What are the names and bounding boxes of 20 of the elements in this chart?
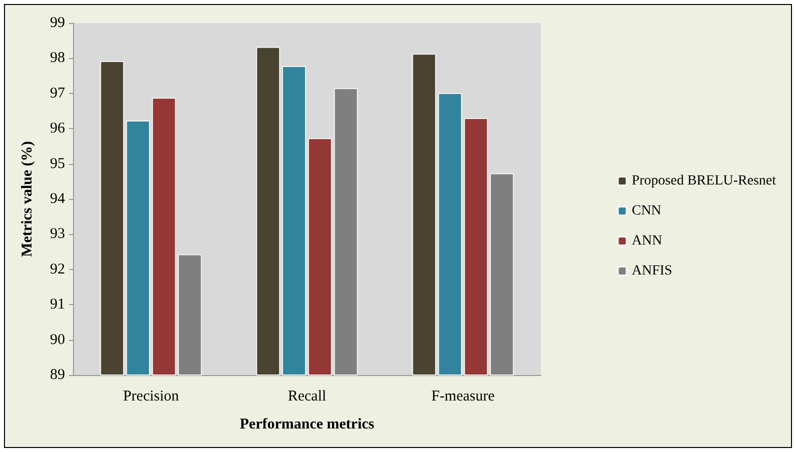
legend-label: ANN (632, 234, 662, 248)
legend-label: CNN (632, 204, 662, 218)
legend-label: Proposed BRELU-Resnet (632, 174, 776, 188)
y-tick-label: 94 (50, 191, 66, 207)
x-axis-title: Performance metrics (240, 416, 374, 432)
legend-label: ANFIS (632, 264, 672, 278)
y-axis-title: Metrics value (%) (20, 141, 36, 257)
y-tick-label: 90 (50, 332, 65, 348)
y-tick-label: 98 (50, 50, 65, 66)
y-tick-label: 91 (50, 296, 65, 313)
x-tick-label: Recall (288, 388, 326, 404)
x-tick-label: F-measure (431, 388, 495, 404)
y-tick-label: 93 (50, 226, 65, 242)
y-tick-label: 89 (50, 367, 65, 383)
x-tick-label: Precision (123, 388, 180, 404)
y-tick-label: 97 (50, 85, 66, 102)
y-tick-label: 92 (50, 261, 65, 278)
y-tick-label: 99 (50, 15, 65, 31)
y-tick-label: 96 (50, 120, 66, 137)
y-tick-label: 95 (50, 156, 65, 172)
